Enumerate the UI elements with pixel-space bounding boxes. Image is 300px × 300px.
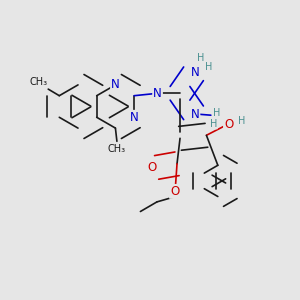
Text: N: N [190,66,200,79]
Text: CH₃: CH₃ [108,144,126,154]
Text: H: H [213,108,220,118]
Text: O: O [170,185,179,198]
Text: N: N [130,111,139,124]
Text: CH₃: CH₃ [29,77,47,88]
Text: H: H [206,62,213,72]
Text: H: H [238,116,245,127]
Text: N: N [153,87,162,100]
Text: N: N [190,108,200,121]
Text: H: H [210,118,217,129]
Text: O: O [148,161,157,174]
Text: N: N [111,78,120,92]
Text: O: O [224,118,233,131]
Text: H: H [197,53,205,63]
